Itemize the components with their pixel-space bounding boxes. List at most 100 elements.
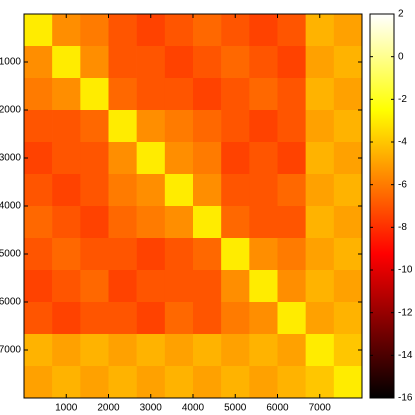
heatmap-cell	[277, 110, 306, 143]
heatmap-cell	[333, 174, 363, 207]
heatmap-cell	[52, 334, 81, 367]
heatmap-cell	[249, 174, 278, 207]
heatmap-cell	[193, 238, 222, 271]
heatmap-cell	[136, 110, 166, 143]
heatmap-cell	[277, 46, 306, 79]
heatmap-cell	[108, 174, 137, 207]
heatmap-cell	[333, 14, 363, 47]
colorbar-tick-label: -4	[398, 137, 407, 148]
heatmap-cell	[52, 238, 81, 271]
heatmap-cell	[80, 174, 109, 207]
heatmap-cell	[136, 78, 166, 111]
heatmap-cell	[52, 366, 81, 399]
heatmap-cell	[136, 174, 166, 207]
heatmap-cell	[249, 270, 278, 303]
heatmap-cell	[333, 206, 363, 239]
heatmap-cell	[221, 46, 250, 79]
heatmap-cell	[193, 14, 222, 47]
heatmap-cell	[333, 334, 363, 367]
heatmap-cell	[108, 334, 137, 367]
heatmap-cell	[333, 46, 363, 79]
heatmap-cell	[249, 14, 278, 47]
heatmap-cell	[24, 110, 53, 143]
heatmap-cell	[277, 366, 306, 399]
heatmap-cell	[249, 366, 278, 399]
heatmap-cell	[136, 302, 166, 335]
heatmap-cell	[305, 78, 335, 111]
heatmap-cell	[80, 366, 109, 399]
heatmap-cell	[136, 14, 166, 47]
heatmap-cell	[193, 302, 222, 335]
heatmap-cell	[164, 270, 194, 303]
heatmap-cell	[193, 174, 222, 207]
heatmap-cell	[193, 78, 222, 111]
heatmap-cell	[164, 110, 194, 143]
heatmap-cell	[108, 206, 137, 239]
heatmap-cell	[24, 174, 53, 207]
heatmap-cell	[277, 174, 306, 207]
heatmap-cell	[80, 46, 109, 79]
heatmap-cell	[305, 14, 335, 47]
heatmap-cell	[24, 46, 53, 79]
heatmap-cell	[164, 206, 194, 239]
heatmap-cell	[136, 142, 166, 175]
heatmap-cell	[193, 366, 222, 399]
heatmap	[24, 14, 363, 399]
heatmap-cell	[24, 142, 53, 175]
heatmap-cell	[333, 78, 363, 111]
heatmap-cell	[221, 14, 250, 47]
y-tick-label: 4000	[0, 201, 21, 212]
heatmap-cell	[80, 206, 109, 239]
heatmap-cell	[193, 334, 222, 367]
heatmap-cell	[221, 110, 250, 143]
heatmap-cell	[277, 334, 306, 367]
heatmap-cell	[136, 366, 166, 399]
heatmap-cell	[249, 206, 278, 239]
heatmap-cell	[277, 302, 306, 335]
x-tick-label: 7000	[309, 403, 332, 414]
heatmap-cell	[52, 174, 81, 207]
x-tick-label: 4000	[182, 403, 205, 414]
heatmap-cell	[249, 110, 278, 143]
heatmap-cell	[249, 238, 278, 271]
heatmap-cell	[136, 334, 166, 367]
x-tick-label: 2000	[97, 403, 120, 414]
heatmap-cell	[221, 366, 250, 399]
x-tick-label: 3000	[140, 403, 163, 414]
heatmap-cell	[24, 206, 53, 239]
heatmap-cell	[164, 366, 194, 399]
heatmap-cell	[52, 206, 81, 239]
heatmap-cell	[24, 14, 53, 47]
y-tick-label: 3000	[0, 153, 21, 164]
heatmap-cell	[24, 238, 53, 271]
heatmap-cell	[305, 142, 335, 175]
heatmap-cell	[80, 142, 109, 175]
heatmap-cell	[24, 302, 53, 335]
colorbar	[369, 13, 395, 399]
heatmap-cell	[221, 270, 250, 303]
heatmap-cell	[80, 78, 109, 111]
x-tick-label: 6000	[266, 403, 289, 414]
heatmap-cell	[193, 206, 222, 239]
heatmap-cell	[52, 142, 81, 175]
heatmap-cell	[80, 270, 109, 303]
colorbar-tick-label: -6	[398, 179, 407, 190]
heatmap-cell	[277, 238, 306, 271]
heatmap-cell	[164, 14, 194, 47]
heatmap-cell	[333, 110, 363, 143]
heatmap-cell	[305, 366, 335, 399]
heatmap-cell	[24, 270, 53, 303]
heatmap-cell	[221, 174, 250, 207]
heatmap-cell	[333, 270, 363, 303]
heatmap-cell	[108, 46, 137, 79]
y-tick-label: 2000	[0, 105, 21, 116]
heatmap-cell	[193, 142, 222, 175]
colorbar-tick-label: -14	[398, 350, 413, 361]
heatmap-cell	[108, 238, 137, 271]
heatmap-cell	[305, 302, 335, 335]
heatmap-cell	[333, 238, 363, 271]
x-tick-label: 5000	[224, 403, 247, 414]
colorbar-tick-label: -2	[398, 94, 407, 105]
heatmap-cell	[193, 110, 222, 143]
